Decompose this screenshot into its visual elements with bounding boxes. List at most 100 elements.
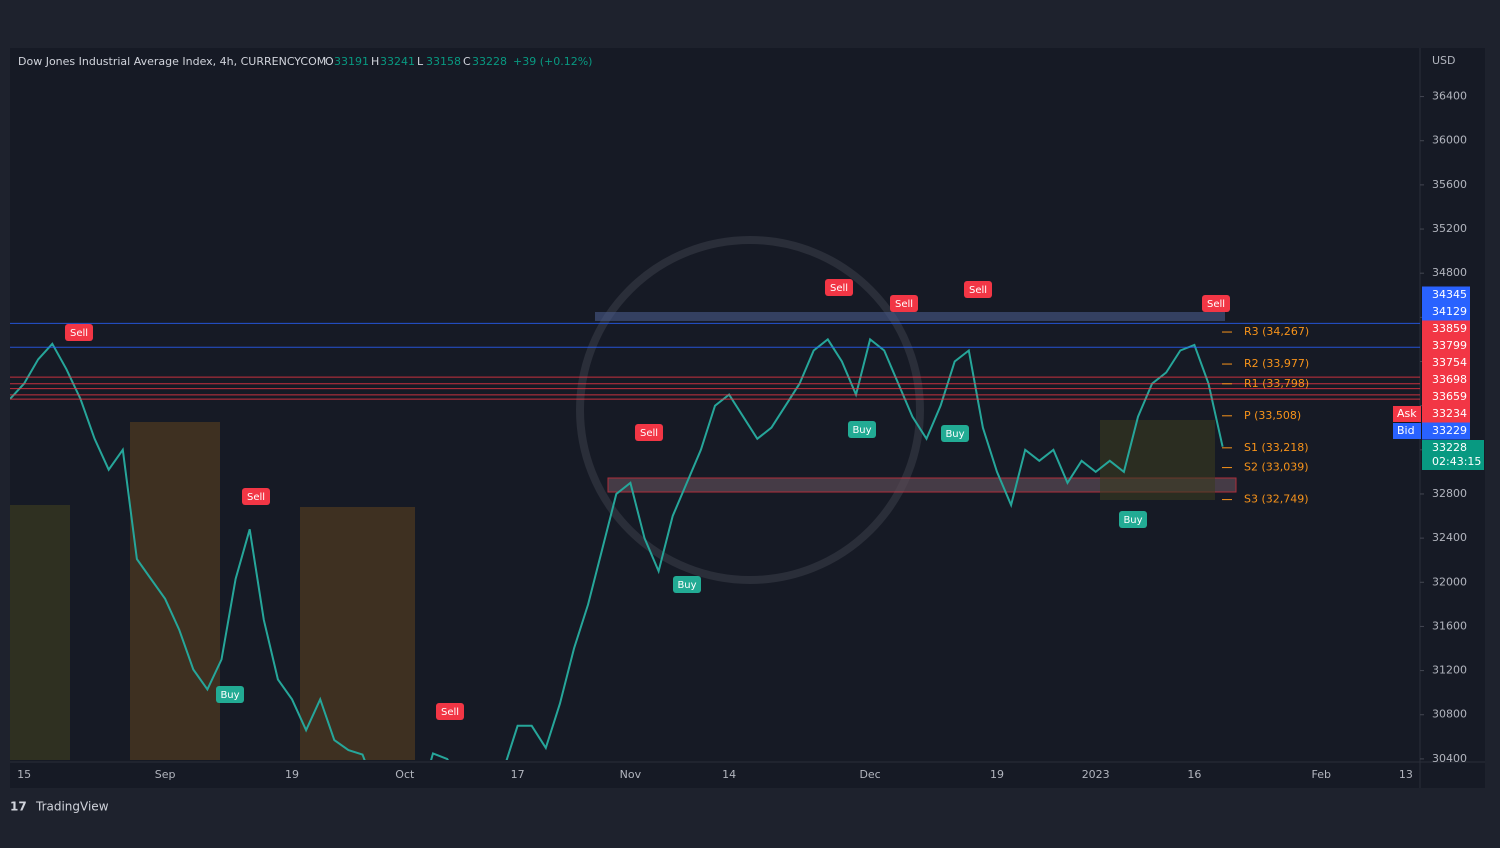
signal-box (436, 703, 464, 720)
price-badge-text: 33659 (1432, 390, 1467, 403)
x-tick-label: 14 (722, 768, 736, 781)
signal-box (1202, 295, 1230, 312)
price-badge-text: 33698 (1432, 373, 1467, 386)
signal-label: Sell (969, 285, 987, 296)
ask-value: 33234 (1432, 407, 1467, 420)
x-tick-label: Feb (1312, 768, 1331, 781)
ohlc-label: C (463, 55, 471, 68)
zone (1100, 420, 1215, 500)
signal-label: Sell (640, 428, 658, 439)
ohlc-value: 33241 (380, 55, 415, 68)
plot (10, 337, 1224, 760)
y-tick-label: 36400 (1432, 90, 1467, 103)
signal-label: Sell (247, 492, 265, 503)
signal-box (216, 686, 244, 703)
price-badge (1422, 371, 1470, 389)
y-tick-label: 36000 (1432, 134, 1467, 147)
signal-box (635, 424, 663, 441)
y-tick-label: 35200 (1432, 222, 1467, 235)
signal-box (890, 295, 918, 312)
price-badge (1422, 405, 1470, 423)
bid-value: 33229 (1432, 424, 1467, 437)
ohlc-value: 33228 (472, 55, 507, 68)
zone (130, 422, 220, 760)
price-badge (1422, 286, 1470, 304)
zone (595, 312, 1225, 321)
x-tick-label: 19 (285, 768, 299, 781)
price-badge-text: 33859 (1432, 322, 1467, 335)
pivot-label: S3 (32,749) (1244, 493, 1309, 506)
signal-label: Buy (852, 425, 871, 436)
y-tick-label: 35600 (1432, 178, 1467, 191)
pivot-label: P (33,508) (1244, 409, 1301, 422)
signal-box (941, 425, 969, 442)
y-tick-label: 30400 (1432, 752, 1467, 765)
price-badge (1422, 354, 1470, 372)
price-line (10, 337, 1224, 760)
signal-box (1119, 511, 1147, 528)
ohlc-label: L (417, 55, 424, 68)
price-badge (1422, 320, 1470, 338)
price-badge (1422, 303, 1470, 321)
signal-label: Sell (830, 283, 848, 294)
y-tick-label: 31600 (1432, 619, 1467, 632)
x-tick-label: 2023 (1082, 768, 1110, 781)
ohlc-value: 33191 (334, 55, 369, 68)
last-value: 33228 (1432, 441, 1467, 454)
signal-label: Sell (895, 299, 913, 310)
brand: TradingView (35, 800, 109, 814)
price-badge-text: 33799 (1432, 339, 1467, 352)
y-tick-label: 31200 (1432, 664, 1467, 677)
price-badge-text: 33754 (1432, 356, 1467, 369)
pivot-label: R3 (34,267) (1244, 325, 1309, 338)
y-tick-label: 34800 (1432, 266, 1467, 279)
y-tick-label: 32800 (1432, 487, 1467, 500)
signal-label: Buy (677, 580, 696, 591)
brand-logo: 17 (10, 800, 27, 814)
signal-label: Buy (220, 690, 239, 701)
header-title: Dow Jones Industrial Average Index, 4h, … (18, 55, 326, 68)
ohlc-label: O (325, 55, 334, 68)
pivot-label: S2 (33,039) (1244, 461, 1309, 474)
x-tick-label: Oct (395, 768, 415, 781)
pivot-label: S1 (33,218) (1244, 441, 1309, 454)
last-badge (1422, 440, 1484, 470)
signal-label: Sell (70, 328, 88, 339)
watermark (576, 236, 924, 584)
price-badge (1422, 337, 1470, 355)
chart-panel (10, 48, 1485, 788)
x-tick-label: 15 (17, 768, 31, 781)
x-tick-label: Sep (155, 768, 176, 781)
zone (300, 507, 415, 760)
signal-box (242, 488, 270, 505)
bid-tag (1393, 423, 1421, 439)
y-tick-label: 30800 (1432, 708, 1467, 721)
zone (607, 477, 1237, 493)
zones (10, 236, 1237, 760)
signal-label: Buy (945, 429, 964, 440)
price-badge-text: 34129 (1432, 305, 1467, 318)
x-tick-label: 19 (990, 768, 1004, 781)
ohlc-label: H (371, 55, 379, 68)
x-tick-label: Dec (859, 768, 880, 781)
pivot-label: R2 (33,977) (1244, 357, 1309, 370)
bid-label: Bid (1397, 424, 1415, 437)
pivot-label: R1 (33,798) (1244, 377, 1309, 390)
signal-box (964, 281, 992, 298)
x-tick-label: 17 (511, 768, 525, 781)
zone (10, 505, 70, 760)
y-tick-label: 32000 (1432, 575, 1467, 588)
x-tick-label: 13 (1399, 768, 1413, 781)
ohlc-value: 33158 (426, 55, 461, 68)
countdown: 02:43:15 (1432, 455, 1481, 468)
price-badge (1422, 388, 1470, 406)
signal-box (65, 324, 93, 341)
x-tick-label: Nov (620, 768, 642, 781)
y-tick-label: 32400 (1432, 531, 1467, 544)
signal-box (673, 576, 701, 593)
change: +39 (+0.12%) (513, 55, 592, 68)
ask-tag (1393, 406, 1421, 422)
signal-box (848, 421, 876, 438)
